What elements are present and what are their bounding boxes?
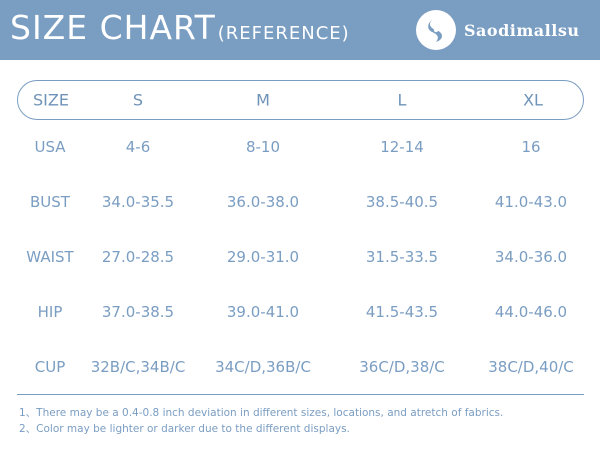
title-subtitle: (REFERENCE) xyxy=(217,23,350,44)
brand-logo-icon xyxy=(416,10,456,50)
table-cell: 8-10 xyxy=(245,138,281,156)
table-cell: 36C/D,38/C xyxy=(359,358,445,376)
brand: Saodimallsu xyxy=(416,9,579,51)
table-cell: 29.0-31.0 xyxy=(226,248,300,266)
footnote: 1、There may be a 0.4-0.8 inch deviation … xyxy=(19,407,504,419)
column-header-size: SIZE xyxy=(33,90,69,110)
column-header-s: S xyxy=(132,90,144,110)
table-cell: 32B/C,34B/C xyxy=(90,358,186,376)
column-header-m: M xyxy=(256,90,270,110)
table-header-outline xyxy=(17,80,584,120)
column-header-l: L xyxy=(397,90,407,110)
table-cell: 37.0-38.5 xyxy=(101,303,175,321)
table-cell: 41.5-43.5 xyxy=(365,303,439,321)
row-label-bust: BUST xyxy=(30,193,70,211)
header-banner: SIZE CHART (REFERENCE) Saodimallsu xyxy=(0,0,600,60)
title-main: SIZE CHART xyxy=(10,8,216,47)
table-cell: 39.0-41.0 xyxy=(226,303,300,321)
footnotes: 1、There may be a 0.4-0.8 inch deviation … xyxy=(19,405,594,437)
table-cell: 36.0-38.0 xyxy=(226,193,300,211)
footnote: 2、Color may be lighter or darker due to … xyxy=(19,423,350,435)
row-label-usa: USA xyxy=(34,138,66,156)
table-cell: 44.0-46.0 xyxy=(494,303,568,321)
table-cell: 34C/D,36B/C xyxy=(215,358,311,376)
table-cell: 34.0-36.0 xyxy=(494,248,568,266)
row-label-cup: CUP xyxy=(34,358,66,376)
table-cell: 27.0-28.5 xyxy=(101,248,175,266)
table-cell: 41.0-43.0 xyxy=(494,193,568,211)
row-label-waist: WAIST xyxy=(26,248,74,266)
page-title: SIZE CHART (REFERENCE) xyxy=(10,8,350,52)
column-header-xl: XL xyxy=(523,90,543,110)
table-cell: 38C/D,40/C xyxy=(488,358,574,376)
notes-divider xyxy=(17,394,584,395)
table-cell: 31.5-33.5 xyxy=(365,248,439,266)
table-cell: 12-14 xyxy=(380,138,424,156)
table-cell: 38.5-40.5 xyxy=(365,193,439,211)
table-cell: 4-6 xyxy=(125,138,151,156)
row-label-hip: HIP xyxy=(37,303,63,321)
table-cell: 34.0-35.5 xyxy=(101,193,175,211)
brand-name: Saodimallsu xyxy=(464,20,580,40)
table-cell: 16 xyxy=(521,138,541,156)
